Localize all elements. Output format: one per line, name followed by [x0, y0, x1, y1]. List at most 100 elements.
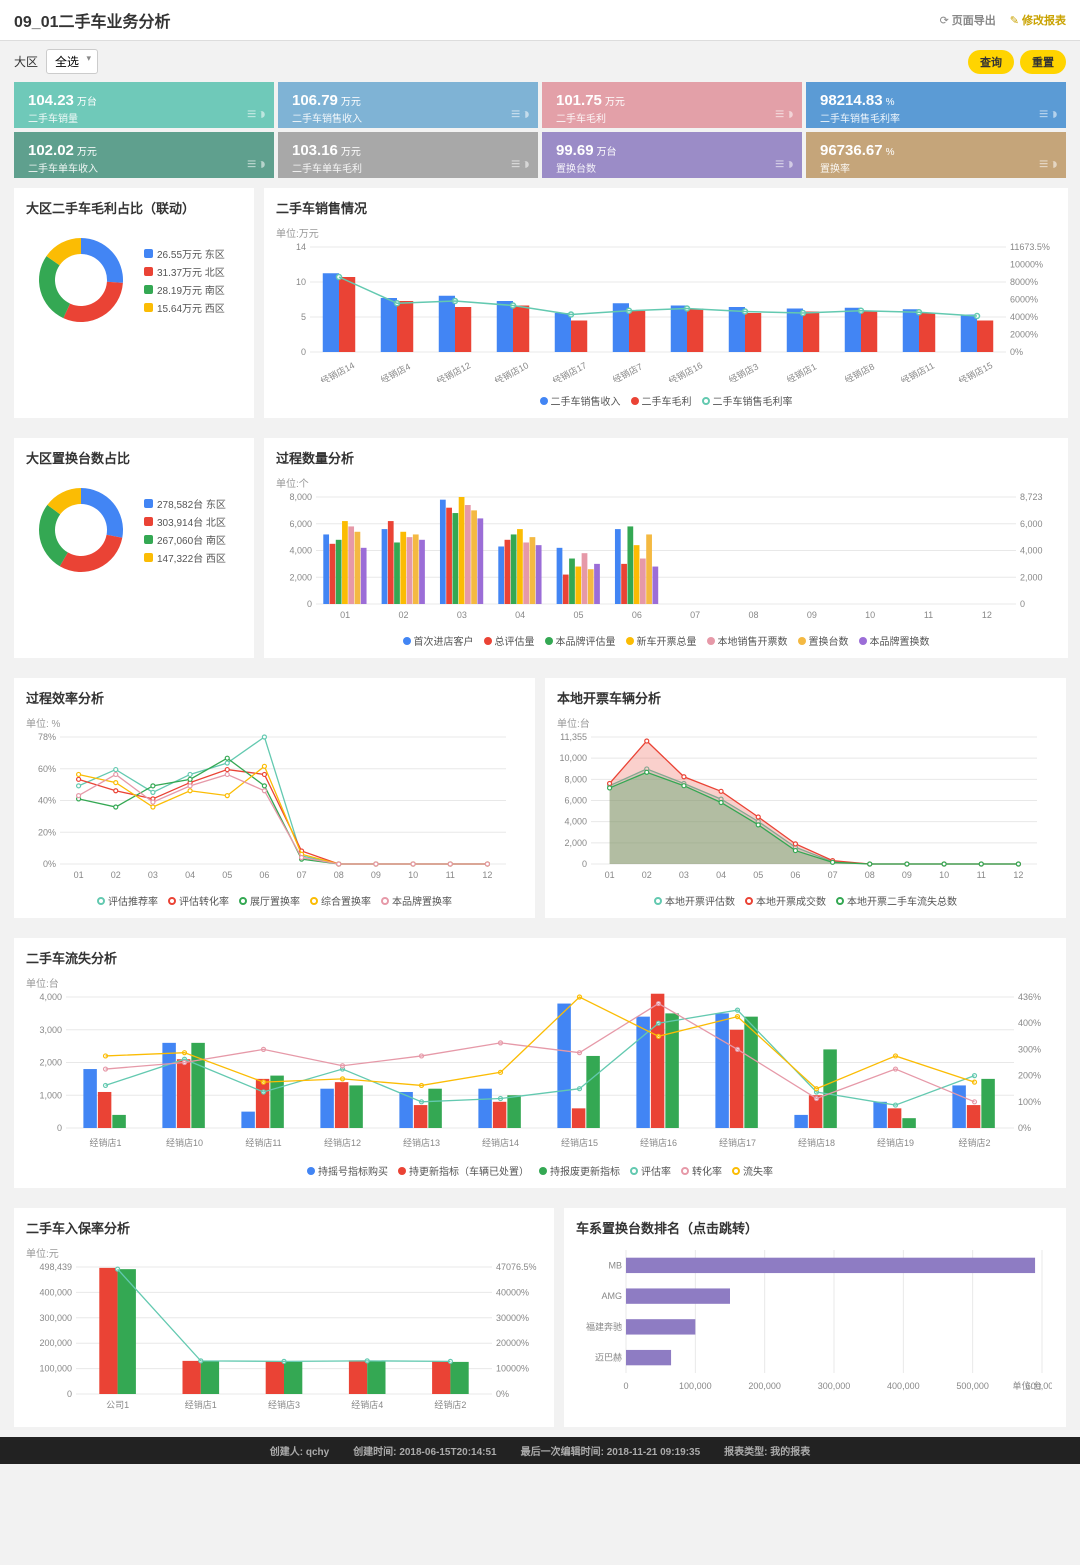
ins-title: 二手车入保率分析 [26, 1218, 542, 1237]
svg-text:经销店2: 经销店2 [958, 1137, 990, 1148]
svg-text:47076.5%: 47076.5% [496, 1262, 537, 1272]
svg-text:10,000: 10,000 [559, 753, 587, 763]
region-label: 大区 [14, 53, 38, 70]
svg-text:11: 11 [977, 870, 986, 880]
svg-text:经销店1: 经销店1 [785, 361, 818, 382]
svg-text:498,439: 498,439 [39, 1262, 72, 1272]
local-inv-chart[interactable]: 02,0004,0006,0008,00010,00011,3550102030… [557, 732, 1047, 882]
svg-text:04: 04 [716, 870, 726, 880]
svg-text:200%: 200% [1018, 1071, 1041, 1081]
export-button[interactable]: ⟳ 页面导出 [940, 12, 996, 28]
loss-title: 二手车流失分析 [26, 948, 1054, 967]
svg-text:6,000: 6,000 [1020, 519, 1043, 529]
svg-text:01: 01 [340, 610, 350, 620]
kpi-card[interactable]: 96736.67%置换率≡◑ [806, 132, 1066, 178]
svg-text:04: 04 [185, 870, 195, 880]
kpi-card[interactable]: 101.75万元二手车毛利≡◑ [542, 82, 802, 128]
svg-text:经销店3: 经销店3 [727, 361, 760, 382]
kpi-card[interactable]: 103.16万元二手车单车毛利≡◑ [278, 132, 538, 178]
kpi-card[interactable]: 98214.83%二手车销售毛利率≡◑ [806, 82, 1066, 128]
svg-text:2,000: 2,000 [289, 572, 312, 582]
svg-text:0: 0 [57, 1123, 62, 1133]
ins-unit: 单位:元 [26, 1245, 542, 1260]
query-button[interactable]: 查询 [968, 50, 1014, 74]
ins-card: 二手车入保率分析 单位:元 0100,000200,000300,000400,… [14, 1208, 554, 1427]
svg-text:12: 12 [482, 870, 492, 880]
process-eff-unit: 单位: % [26, 715, 523, 730]
svg-text:2,000: 2,000 [564, 838, 587, 848]
svg-text:10000%: 10000% [1010, 260, 1043, 270]
svg-text:02: 02 [398, 610, 408, 620]
svg-text:经销店11: 经销店11 [245, 1137, 281, 1148]
svg-text:07: 07 [690, 610, 700, 620]
svg-text:经销店13: 经销店13 [403, 1137, 440, 1148]
svg-text:400,000: 400,000 [887, 1381, 920, 1391]
donut2-legend: 278,582台 东区303,914台 北区267,060台 南区147,322… [144, 493, 226, 568]
donut2-title: 大区置换台数占比 [26, 448, 242, 467]
svg-text:8,723: 8,723 [1020, 492, 1043, 502]
sales-chart[interactable]: 0510140%2000%4000%6000%8000%10000%11673.… [276, 242, 1056, 382]
svg-text:02: 02 [642, 870, 652, 880]
svg-text:经销店16: 经销店16 [666, 359, 704, 382]
svg-text:30000%: 30000% [496, 1313, 529, 1323]
process-eff-card: 过程效率分析 单位: % 0%20%40%60%78%0102030405060… [14, 678, 535, 918]
rank-chart[interactable]: 0100,000200,000300,000400,000500,000600,… [576, 1245, 1052, 1395]
svg-text:经销店10: 经销店10 [166, 1137, 203, 1148]
svg-text:09: 09 [807, 610, 817, 620]
process-qty-title: 过程数量分析 [276, 448, 1056, 467]
svg-text:40%: 40% [38, 796, 56, 806]
svg-text:40000%: 40000% [496, 1287, 529, 1297]
local-inv-legend: 本地开票评估数本地开票成交数本地开票二手车流失总数 [557, 893, 1054, 908]
svg-text:02: 02 [111, 870, 121, 880]
svg-text:05: 05 [753, 870, 763, 880]
svg-text:经销店1: 经销店1 [89, 1137, 121, 1148]
region-select[interactable]: 全选 [46, 49, 98, 74]
process-qty-chart[interactable]: 02,0004,0006,0008,00002,0004,0006,0008,7… [276, 492, 1056, 622]
svg-text:MB: MB [609, 1260, 623, 1270]
kpi-card[interactable]: 99.69万台置换台数≡◑ [542, 132, 802, 178]
kpi-card[interactable]: 102.02万元二手车单车收入≡◑ [14, 132, 274, 178]
svg-text:经销店12: 经销店12 [324, 1137, 361, 1148]
reset-button[interactable]: 重置 [1020, 50, 1066, 74]
page-title: 09_01二手车业务分析 [14, 8, 171, 32]
loss-chart[interactable]: 01,0002,0003,0004,0000%100%200%300%400%4… [26, 992, 1054, 1152]
svg-text:11: 11 [446, 870, 455, 880]
loss-legend: 持摇号指标购买持更新指标（车辆已处置）持报废更新指标评估率转化率流失率 [26, 1163, 1054, 1178]
svg-text:200,000: 200,000 [39, 1338, 72, 1348]
svg-text:200,000: 200,000 [748, 1381, 781, 1391]
svg-text:100,000: 100,000 [679, 1381, 712, 1391]
process-eff-chart[interactable]: 0%20%40%60%78%010203040506070809101112 [26, 732, 516, 882]
kpi-card[interactable]: 104.23万台二手车销量≡◑ [14, 82, 274, 128]
svg-text:5: 5 [301, 312, 306, 322]
ins-chart[interactable]: 0100,000200,000300,000400,000498,4390%10… [26, 1262, 542, 1412]
svg-text:05: 05 [222, 870, 232, 880]
donut1-title: 大区二手车毛利占比（联动） [26, 198, 242, 217]
svg-text:经销店12: 经销店12 [434, 359, 472, 382]
svg-text:07: 07 [297, 870, 307, 880]
svg-text:经销店4: 经销店4 [351, 1399, 383, 1410]
svg-text:8,000: 8,000 [564, 774, 587, 784]
svg-text:100,000: 100,000 [39, 1364, 72, 1374]
svg-text:08: 08 [334, 870, 344, 880]
kpi-card[interactable]: 106.79万元二手车销售收入≡◑ [278, 82, 538, 128]
donut1-chart[interactable] [26, 225, 136, 335]
local-inv-unit: 单位:台 [557, 715, 1054, 730]
svg-text:经销店19: 经销店19 [877, 1137, 914, 1148]
svg-text:经销店10: 经销店10 [492, 359, 530, 382]
svg-text:0%: 0% [1018, 1123, 1031, 1133]
svg-text:经销店4: 经销店4 [379, 361, 412, 382]
edit-button[interactable]: ✎ 修改报表 [1010, 12, 1066, 28]
svg-text:经销店2: 经销店2 [434, 1399, 466, 1410]
svg-text:0: 0 [582, 859, 587, 869]
kpi-grid: 104.23万台二手车销量≡◑106.79万元二手车销售收入≡◑101.75万元… [0, 82, 1080, 178]
donut2-chart[interactable] [26, 475, 136, 585]
svg-text:0: 0 [67, 1389, 72, 1399]
loss-unit: 单位:台 [26, 975, 1054, 990]
svg-text:05: 05 [573, 610, 583, 620]
svg-text:迈巴赫: 迈巴赫 [595, 1353, 622, 1363]
svg-text:AMG: AMG [601, 1291, 622, 1301]
svg-text:03: 03 [679, 870, 689, 880]
svg-text:300%: 300% [1018, 1044, 1041, 1054]
svg-text:10: 10 [865, 610, 875, 620]
svg-text:14: 14 [296, 242, 306, 252]
